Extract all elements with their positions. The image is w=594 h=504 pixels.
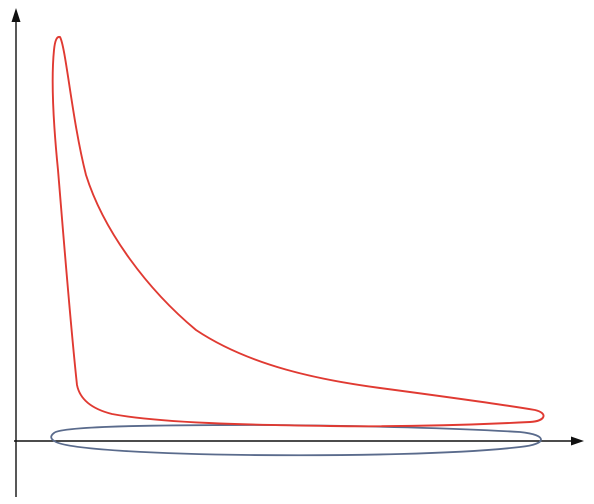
high-pressure-loop xyxy=(51,35,545,428)
y-axis-arrowhead xyxy=(11,8,21,22)
low-pressure-loop xyxy=(50,424,542,457)
x-axis-arrowhead xyxy=(571,436,584,446)
axes xyxy=(11,8,584,497)
